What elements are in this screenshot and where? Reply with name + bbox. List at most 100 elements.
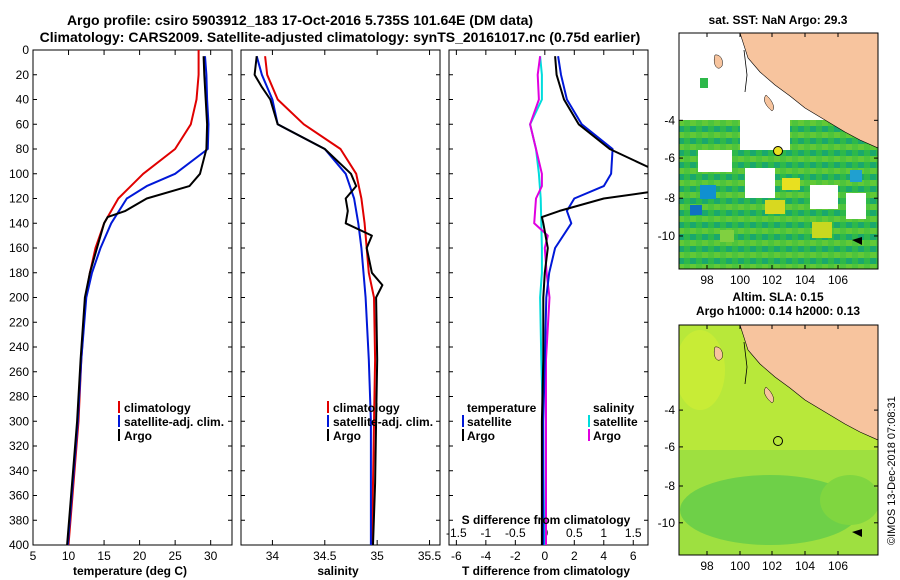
series-t-argo [540,56,648,545]
x-tick-label: 20 [133,549,147,563]
legend-argo: Argo [124,429,152,443]
argo-position-marker [773,146,783,156]
depth-tick-label: 320 [9,439,29,453]
map-x-tick-label: 98 [700,559,714,573]
map-y-tick-label: -8 [664,191,675,205]
x-tick-label: 2 [571,549,578,563]
legend-t-argo: Argo [467,429,495,443]
map-y-tick-label: -6 [664,151,675,165]
s-tick-label: -1 [481,526,492,540]
s-tick-label: 1 [600,526,607,540]
depth-tick-label: 280 [9,390,29,404]
legend-climatology: climatology [333,401,400,415]
salinity-ticks: 34 34.5 35 35.5 [241,49,442,563]
x-tick-label: -4 [481,549,492,563]
map-y-tick-label: -4 [664,403,675,417]
series-argo [66,56,209,545]
sumatra-land [739,325,878,441]
series-t-satellite [542,56,614,545]
temperature-series [66,50,210,545]
legend-s-argo: Argo [593,429,621,443]
map-x-tick-label: 102 [762,559,782,573]
depth-tick-label: 180 [9,266,29,280]
imos-watermark: ©IMOS 13-Dec-2018 07:08:31 [886,396,898,545]
sla-map-title-1: Altim. SLA: 0.15 [732,290,824,304]
x-tick-label: 35.5 [418,549,442,563]
sst-map-frame [678,32,879,270]
argo-position-marker [773,436,783,446]
x-tick-label: 35 [370,549,384,563]
sla-map-frame [678,324,879,556]
island [764,94,774,112]
s-tick-label: -0.5 [505,526,526,540]
temperature-xlabel: temperature (deg C) [73,564,187,578]
depth-tick-label: 80 [16,142,30,156]
sla-map [679,325,878,555]
series-s-argo [529,56,551,545]
title-line-2: Climatology: CARS2009. Satellite-adjuste… [40,29,641,45]
depth-tick-label: 40 [16,93,30,107]
depth-tick-label: 380 [9,513,29,527]
map-x-tick-label: 98 [700,273,714,287]
legend-s-satellite: satellite [593,415,638,429]
legend-satellite: satellite-adj. clim. [124,415,224,429]
map-x-tick-label: 106 [828,559,848,573]
depth-tick-label: 140 [9,216,29,230]
title-line-1: Argo profile: csiro 5903912_183 17-Oct-2… [67,12,533,28]
depth-tick-label: 400 [9,538,29,552]
depth-tick-label: 220 [9,315,29,329]
s-tick-label: -1.5 [446,526,467,540]
difference-ticks: -6 -4 -2 0 2 4 6-1.5 -1 -0.5 0 0.5 1 1.5 [446,49,648,563]
x-tick-label: 15 [97,549,111,563]
x-tick-label: 5 [30,549,37,563]
island [714,54,723,69]
s-tick-label: 1.5 [625,526,642,540]
s-difference-label: S difference from climatology [462,513,631,527]
map-y-tick-label: -4 [664,113,675,127]
map-x-tick-label: 100 [730,273,750,287]
legend-temperature: temperature [467,401,537,415]
depth-tick-label: 200 [9,291,29,305]
depth-tick-label: 300 [9,414,29,428]
series-climatology [67,50,200,545]
legend-satellite: satellite-adj. clim. [333,415,433,429]
sla-map-title-2: Argo h1000: 0.14 h2000: 0.13 [696,304,860,318]
map-y-tick-label: -8 [664,479,675,493]
series-climatology [264,56,377,545]
x-tick-label: 0 [541,549,548,563]
map-y-tick-label: -6 [664,440,675,454]
depth-tick-label: 20 [16,68,30,82]
difference-legend: temperature satellite Argo salinity sate… [462,401,638,443]
depth-axis-labels: 0 20 40 60 80 100 120 140 160 180 200 220 240 260 280 3… [9,43,29,552]
salinity-series [253,55,384,545]
s-tick-label: 0.5 [566,526,583,540]
x-tick-label: -2 [510,549,521,563]
x-tick-label: 4 [600,549,607,563]
x-tick-label: 25 [168,549,182,563]
series-argo [253,56,384,545]
map-x-tick-label: 100 [730,559,750,573]
series-satellite-adj-clim [255,55,372,545]
sla-map-ticks: 98 100 102 104 106 -4 -6 -8 -10 [658,325,878,573]
x-tick-label: -6 [451,549,462,563]
x-tick-label: 6 [630,549,637,563]
map-x-tick-label: 104 [795,273,815,287]
sst-map [679,33,878,269]
sumatra-land [739,33,878,149]
x-tick-label: 34.5 [313,549,337,563]
depth-tick-label: 60 [16,117,30,131]
map-x-tick-label: 104 [795,559,815,573]
difference-xlabel: T difference from climatology [462,564,630,578]
sst-map-title: sat. SST: NaN Argo: 29.3 [709,13,848,27]
temperature-legend: climatology satellite-adj. clim. Argo [118,401,224,443]
temperature-panel [32,49,233,546]
map-y-tick-label: -10 [658,516,676,530]
legend-salinity: salinity [593,401,635,415]
salinity-legend: climatology satellite-adj. clim. Argo [327,401,433,443]
depth-tick-label: 260 [9,365,29,379]
x-tick-label: 30 [204,549,218,563]
difference-series [529,56,648,545]
temperature-ticks: 5 10 15 20 25 30 [30,49,232,563]
map-y-tick-label: -10 [658,229,676,243]
